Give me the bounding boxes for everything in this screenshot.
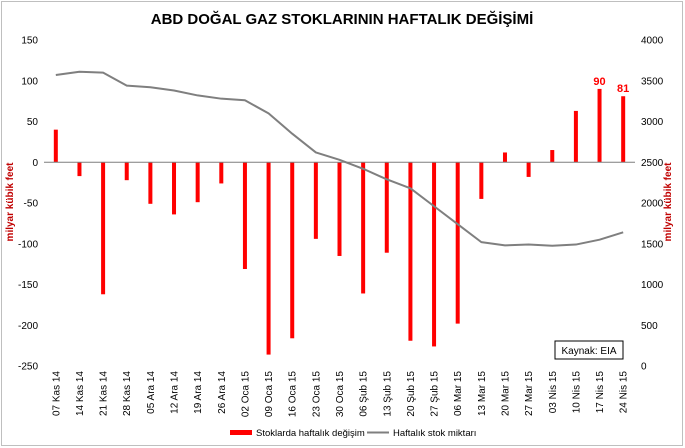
bar bbox=[172, 162, 177, 215]
source-text: Kaynak: EIA bbox=[561, 346, 616, 357]
bar bbox=[242, 162, 247, 270]
y-tick-left: 0 bbox=[32, 158, 38, 169]
y-tick-left: -50 bbox=[24, 199, 39, 210]
x-tick-label: 13 Mar 15 bbox=[477, 371, 488, 416]
legend: Stoklarda haftalık değişim Haftalık stok… bbox=[230, 428, 476, 439]
source-box: Kaynak: EIA bbox=[554, 340, 624, 360]
y-axis-right-label: milyar kübik feet bbox=[663, 162, 674, 242]
x-tick-label: 21 Kas 14 bbox=[99, 371, 110, 416]
bar bbox=[53, 129, 58, 163]
bar bbox=[148, 162, 153, 204]
bar bbox=[432, 162, 437, 347]
y-tick-right: 500 bbox=[641, 321, 658, 332]
bar bbox=[337, 162, 342, 256]
y-tick-right: 1000 bbox=[641, 280, 664, 291]
data-label: 81 bbox=[617, 83, 629, 95]
x-tick-label: 27 Şub 15 bbox=[430, 371, 441, 417]
y-tick-right: 1500 bbox=[641, 239, 664, 250]
x-tick-label: 06 Şub 15 bbox=[359, 371, 370, 417]
bar bbox=[597, 88, 602, 163]
x-tick-label: 27 Mar 15 bbox=[524, 371, 535, 416]
x-tick-label: 12 Ara 14 bbox=[170, 371, 181, 414]
x-tick-label: 19 Ara 14 bbox=[193, 371, 204, 414]
annotations: 90 81 bbox=[593, 76, 629, 95]
y-tick-left: 100 bbox=[21, 76, 38, 87]
data-label: 90 bbox=[593, 76, 605, 88]
line-series bbox=[55, 70, 624, 247]
bar bbox=[195, 162, 200, 203]
y-tick-left: 50 bbox=[27, 117, 39, 128]
x-tick-label: 28 Kas 14 bbox=[122, 371, 133, 416]
bar bbox=[455, 162, 460, 324]
x-tick-label: 20 Şub 15 bbox=[406, 371, 417, 417]
bar bbox=[77, 162, 82, 177]
bar bbox=[219, 162, 224, 184]
x-tick-label: 14 Kas 14 bbox=[75, 371, 86, 416]
x-tick-label: 23 Oca 15 bbox=[311, 371, 322, 418]
bar bbox=[502, 152, 507, 163]
x-tick-label: 16 Oca 15 bbox=[288, 371, 299, 418]
y-tick-left: 150 bbox=[21, 36, 38, 47]
legend-bar-swatch bbox=[230, 430, 252, 435]
bar bbox=[573, 110, 578, 163]
y-tick-left: -250 bbox=[18, 362, 38, 373]
y-tick-left: -100 bbox=[18, 239, 38, 250]
bar bbox=[621, 96, 626, 163]
chart-title: ABD DOĞAL GAZ STOKLARININ HAFTALIK DEĞİŞ… bbox=[151, 10, 534, 28]
x-tick-label: 24 Nis 15 bbox=[619, 371, 630, 414]
y-tick-left: -150 bbox=[18, 280, 38, 291]
bar-series bbox=[53, 88, 626, 355]
x-tick-label: 10 Nis 15 bbox=[571, 371, 582, 414]
y-tick-right: 2000 bbox=[641, 199, 664, 210]
x-tick-label: 05 Ara 14 bbox=[146, 371, 157, 414]
x-tick-label: 09 Oca 15 bbox=[264, 371, 275, 418]
source-box-border bbox=[554, 340, 624, 360]
y-tick-left: -200 bbox=[18, 321, 38, 332]
x-tick-label: 13 Şub 15 bbox=[382, 371, 393, 417]
bar bbox=[266, 162, 271, 355]
x-tick-label: 26 Ara 14 bbox=[217, 371, 228, 414]
bar bbox=[101, 162, 106, 295]
bar bbox=[290, 162, 295, 339]
y-axis-right: 4000 3500 3000 2500 2000 1500 1000 500 0 bbox=[641, 36, 664, 373]
bar bbox=[361, 162, 366, 294]
x-tick-label: 03 Nis 15 bbox=[548, 371, 559, 414]
y-tick-right: 0 bbox=[641, 362, 647, 373]
x-tick-label: 02 Oca 15 bbox=[240, 371, 251, 418]
x-tick-label: 30 Oca 15 bbox=[335, 371, 346, 418]
y-tick-right: 3500 bbox=[641, 76, 664, 87]
y-tick-right: 3000 bbox=[641, 117, 664, 128]
bar bbox=[526, 162, 531, 177]
legend-line-label: Haftalık stok miktarı bbox=[393, 428, 476, 439]
y-axis-left: 150 100 50 0 -50 -100 -150 -200 -250 bbox=[18, 36, 38, 373]
bar bbox=[550, 150, 555, 163]
x-tick-label: 17 Nis 15 bbox=[595, 371, 606, 414]
bar bbox=[479, 162, 484, 199]
y-tick-right: 2500 bbox=[641, 158, 664, 169]
bar bbox=[408, 162, 413, 341]
x-tick-label: 07 Kas 14 bbox=[51, 371, 62, 416]
bar bbox=[124, 162, 129, 181]
legend-bar-label: Stoklarda haftalık değişim bbox=[256, 428, 365, 439]
bar bbox=[313, 162, 318, 239]
x-tick-label: 20 Mar 15 bbox=[500, 371, 511, 416]
x-tick-label: 06 Mar 15 bbox=[453, 371, 464, 416]
y-tick-right: 4000 bbox=[641, 36, 664, 47]
bar bbox=[384, 162, 389, 253]
stock-line bbox=[55, 70, 624, 247]
y-axis-left-label: milyar kübik feet bbox=[5, 162, 16, 242]
x-axis: 07 Kas 14 14 Kas 14 21 Kas 14 28 Kas 14 05 A… bbox=[51, 371, 629, 418]
